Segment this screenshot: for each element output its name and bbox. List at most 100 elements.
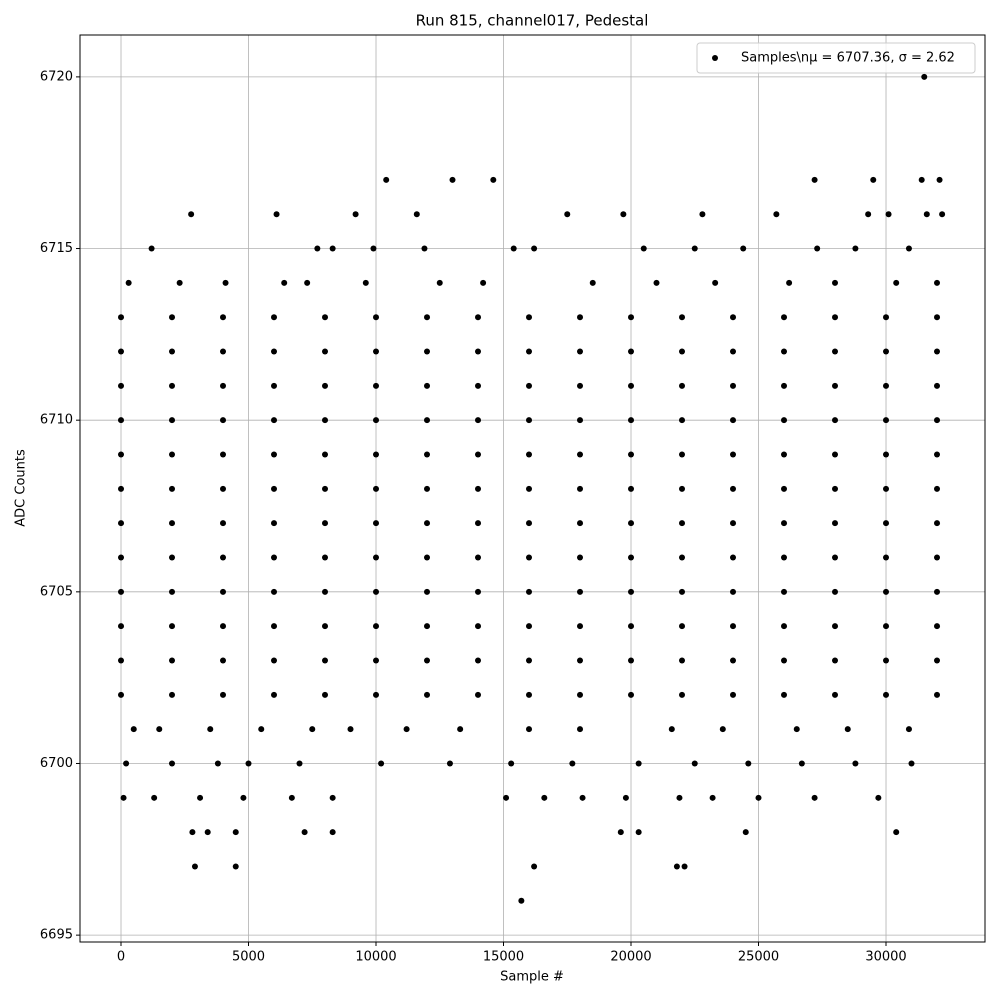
point: [245, 760, 252, 767]
point: [526, 691, 533, 698]
point: [373, 417, 380, 424]
point: [118, 657, 125, 664]
point: [475, 588, 482, 595]
point: [220, 382, 227, 389]
point: [271, 485, 278, 492]
point: [424, 348, 431, 355]
point: [151, 794, 158, 801]
point: [781, 657, 788, 664]
point: [475, 691, 482, 698]
point: [832, 314, 839, 321]
point: [322, 451, 329, 458]
point: [934, 348, 941, 355]
point: [730, 348, 737, 355]
point: [510, 245, 517, 252]
point: [531, 245, 538, 252]
point: [424, 417, 431, 424]
point: [617, 829, 624, 836]
point: [691, 760, 698, 767]
point: [679, 382, 686, 389]
point: [322, 588, 329, 595]
point: [719, 726, 726, 733]
point: [577, 588, 584, 595]
point: [322, 485, 329, 492]
point: [564, 211, 571, 218]
point: [635, 829, 642, 836]
point: [577, 382, 584, 389]
point: [628, 554, 635, 561]
point: [934, 691, 941, 698]
point: [191, 863, 198, 870]
point: [204, 829, 211, 836]
point: [446, 760, 453, 767]
point: [373, 314, 380, 321]
point: [220, 348, 227, 355]
point: [934, 588, 941, 595]
point: [526, 520, 533, 527]
point: [679, 417, 686, 424]
point: [475, 520, 482, 527]
point: [383, 176, 390, 183]
point: [781, 451, 788, 458]
point: [475, 485, 482, 492]
point: [169, 348, 176, 355]
point: [798, 760, 805, 767]
point: [730, 554, 737, 561]
point: [281, 279, 288, 286]
point: [883, 451, 890, 458]
point: [373, 382, 380, 389]
point: [362, 279, 369, 286]
point: [304, 279, 311, 286]
point: [424, 588, 431, 595]
point: [169, 760, 176, 767]
point: [934, 314, 941, 321]
point: [424, 554, 431, 561]
legend: Samples\nμ = 6707.36, σ = 2.62: [696, 42, 976, 74]
point: [934, 623, 941, 630]
point: [781, 348, 788, 355]
point: [832, 348, 839, 355]
point: [526, 314, 533, 321]
point: [676, 794, 683, 801]
point: [832, 451, 839, 458]
point: [189, 829, 196, 836]
point: [169, 485, 176, 492]
point: [628, 314, 635, 321]
point: [712, 279, 719, 286]
point: [577, 417, 584, 424]
point: [169, 382, 176, 389]
point: [518, 897, 525, 904]
point: [883, 588, 890, 595]
point: [742, 829, 749, 836]
point: [681, 863, 688, 870]
point: [832, 520, 839, 527]
point: [329, 829, 336, 836]
point: [220, 451, 227, 458]
point: [271, 691, 278, 698]
point: [475, 417, 482, 424]
point: [844, 726, 851, 733]
point: [526, 451, 533, 458]
point: [176, 279, 183, 286]
point: [526, 554, 533, 561]
point: [905, 726, 912, 733]
point: [123, 760, 130, 767]
point: [870, 176, 877, 183]
point: [628, 348, 635, 355]
x-tick-label: 25000: [738, 950, 779, 965]
point: [457, 726, 464, 733]
y-tick-label: 6720: [40, 69, 73, 84]
point: [852, 245, 859, 252]
legend-label: Samples\nμ = 6707.36, σ = 2.62: [741, 51, 955, 66]
point: [668, 726, 675, 733]
point: [240, 794, 247, 801]
point: [120, 794, 127, 801]
point: [403, 726, 410, 733]
point: [934, 657, 941, 664]
point: [781, 691, 788, 698]
point: [781, 588, 788, 595]
point: [883, 554, 890, 561]
point: [908, 760, 915, 767]
point: [577, 451, 584, 458]
point: [288, 794, 295, 801]
